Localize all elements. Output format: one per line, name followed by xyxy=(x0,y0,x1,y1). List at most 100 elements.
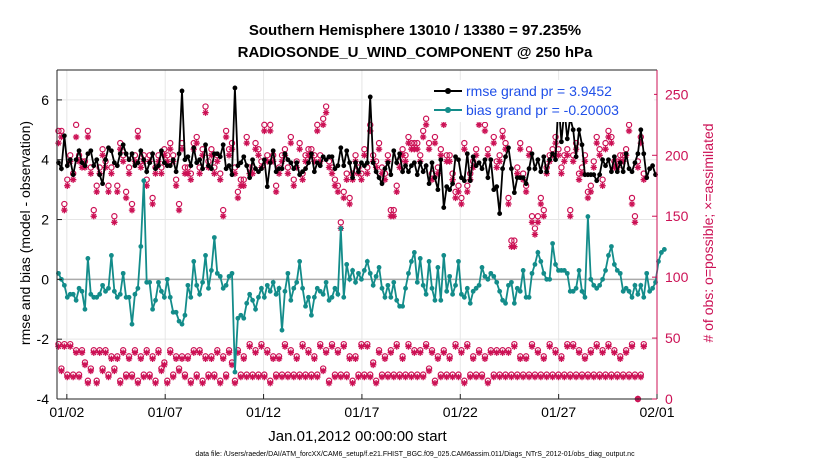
bias-point xyxy=(161,294,167,300)
rmse-point xyxy=(503,154,508,160)
obs-assimilated-point xyxy=(499,133,506,141)
rmse-point xyxy=(626,166,632,172)
obs-assimilated-point xyxy=(67,343,74,350)
bias-point xyxy=(614,267,620,273)
obs-assimilated-point xyxy=(640,176,647,183)
bias-point xyxy=(659,250,664,255)
obs-assimilated-point xyxy=(428,176,436,183)
obs-possible-point xyxy=(122,188,130,196)
obs-assimilated-point xyxy=(255,373,262,381)
obs-assimilated-point xyxy=(258,343,265,350)
bias-point xyxy=(376,265,382,270)
rmse-point xyxy=(111,160,117,166)
obs-assimilated-point xyxy=(587,349,595,356)
obs-possible-point xyxy=(90,206,97,214)
bias-point xyxy=(414,279,420,285)
obs-assimilated-point xyxy=(381,176,389,183)
bias-point xyxy=(176,318,182,324)
obs-assimilated-point xyxy=(619,373,627,381)
obs-assimilated-point xyxy=(402,158,409,165)
obs-assimilated-point xyxy=(543,373,550,381)
obs-assimilated-point xyxy=(605,343,612,350)
obs-possible-point xyxy=(337,219,345,226)
bias-point xyxy=(288,297,294,303)
obs-assimilated-point xyxy=(172,182,180,189)
bias-point xyxy=(606,253,611,258)
bias-point xyxy=(82,306,88,312)
obs-assimilated-point xyxy=(214,349,221,356)
chart-title: Southern Hemisphere 13010 / 13380 = 97.2… xyxy=(248,22,582,39)
rmse-point xyxy=(361,163,367,169)
obs-assimilated-point xyxy=(243,139,250,147)
bias-point xyxy=(273,291,279,297)
obs-assimilated-point xyxy=(125,170,133,177)
obs-possible-point xyxy=(455,182,462,189)
obs-assimilated-point xyxy=(261,127,268,135)
obs-possible-point xyxy=(114,182,121,189)
obs-assimilated-point xyxy=(540,213,547,220)
obs-assimilated-point xyxy=(296,146,303,153)
obs-possible-point xyxy=(528,213,536,220)
obs-assimilated-point xyxy=(449,373,456,381)
obs-assimilated-point xyxy=(464,343,471,350)
obs-assimilated-point xyxy=(311,158,318,165)
bias-point xyxy=(247,291,253,297)
rmse-point xyxy=(100,181,105,187)
obs-possible-point xyxy=(287,133,295,141)
obs-assimilated-point xyxy=(225,349,233,356)
bias-point xyxy=(464,285,470,291)
bias-point xyxy=(259,285,264,291)
obs-assimilated-point xyxy=(255,152,262,159)
obs-assimilated-point xyxy=(534,349,542,356)
obs-assimilated-point xyxy=(472,373,480,381)
legend-box xyxy=(432,80,654,122)
obs-possible-point xyxy=(411,139,418,147)
bias-point xyxy=(256,294,261,300)
bias-point xyxy=(341,294,347,300)
bias-point xyxy=(241,315,247,321)
obs-assimilated-point xyxy=(546,343,553,350)
bias-point xyxy=(514,285,520,291)
obs-assimilated-point xyxy=(625,127,633,135)
rmse-point xyxy=(579,142,585,148)
obs-possible-point xyxy=(361,146,368,153)
y2-tick-label: 50 xyxy=(665,330,681,346)
obs-assimilated-point xyxy=(346,355,353,362)
obs-assimilated-point xyxy=(372,379,380,387)
obs-possible-point xyxy=(99,146,106,153)
obs-assimilated-point xyxy=(334,349,342,356)
obs-assimilated-point xyxy=(281,343,289,350)
rmse-point xyxy=(173,169,179,175)
obs-assimilated-point xyxy=(522,355,530,362)
obs-possible-point xyxy=(628,194,636,202)
rmse-point xyxy=(409,163,414,169)
bias-point xyxy=(226,273,232,279)
rmse-point xyxy=(511,190,517,196)
bias-point xyxy=(135,285,141,291)
obs-possible-point xyxy=(458,194,465,202)
obs-assimilated-point xyxy=(125,355,133,362)
rmse-point xyxy=(597,172,603,178)
obs-assimilated-point xyxy=(193,373,200,381)
bias-point xyxy=(209,267,214,273)
obs-assimilated-point xyxy=(464,188,471,196)
obs-assimilated-point xyxy=(469,164,477,171)
obs-assimilated-point xyxy=(349,379,356,387)
obs-assimilated-point xyxy=(217,176,224,183)
obs-assimilated-point xyxy=(96,349,103,356)
obs-possible-point xyxy=(593,133,600,141)
obs-assimilated-point xyxy=(487,349,495,356)
bias-point xyxy=(173,309,179,315)
obs-assimilated-point xyxy=(269,355,277,362)
rmse-point xyxy=(632,160,638,166)
rmse-point xyxy=(153,166,158,172)
obs-assimilated-point xyxy=(75,373,83,381)
rmse-point xyxy=(303,166,308,172)
rmse-point xyxy=(617,160,623,166)
obs-assimilated-point xyxy=(131,158,139,165)
obs-possible-point xyxy=(234,188,242,196)
rmse-point xyxy=(603,163,608,169)
bias-point xyxy=(64,294,70,300)
bias-point xyxy=(526,294,532,300)
bias-point xyxy=(420,282,426,288)
